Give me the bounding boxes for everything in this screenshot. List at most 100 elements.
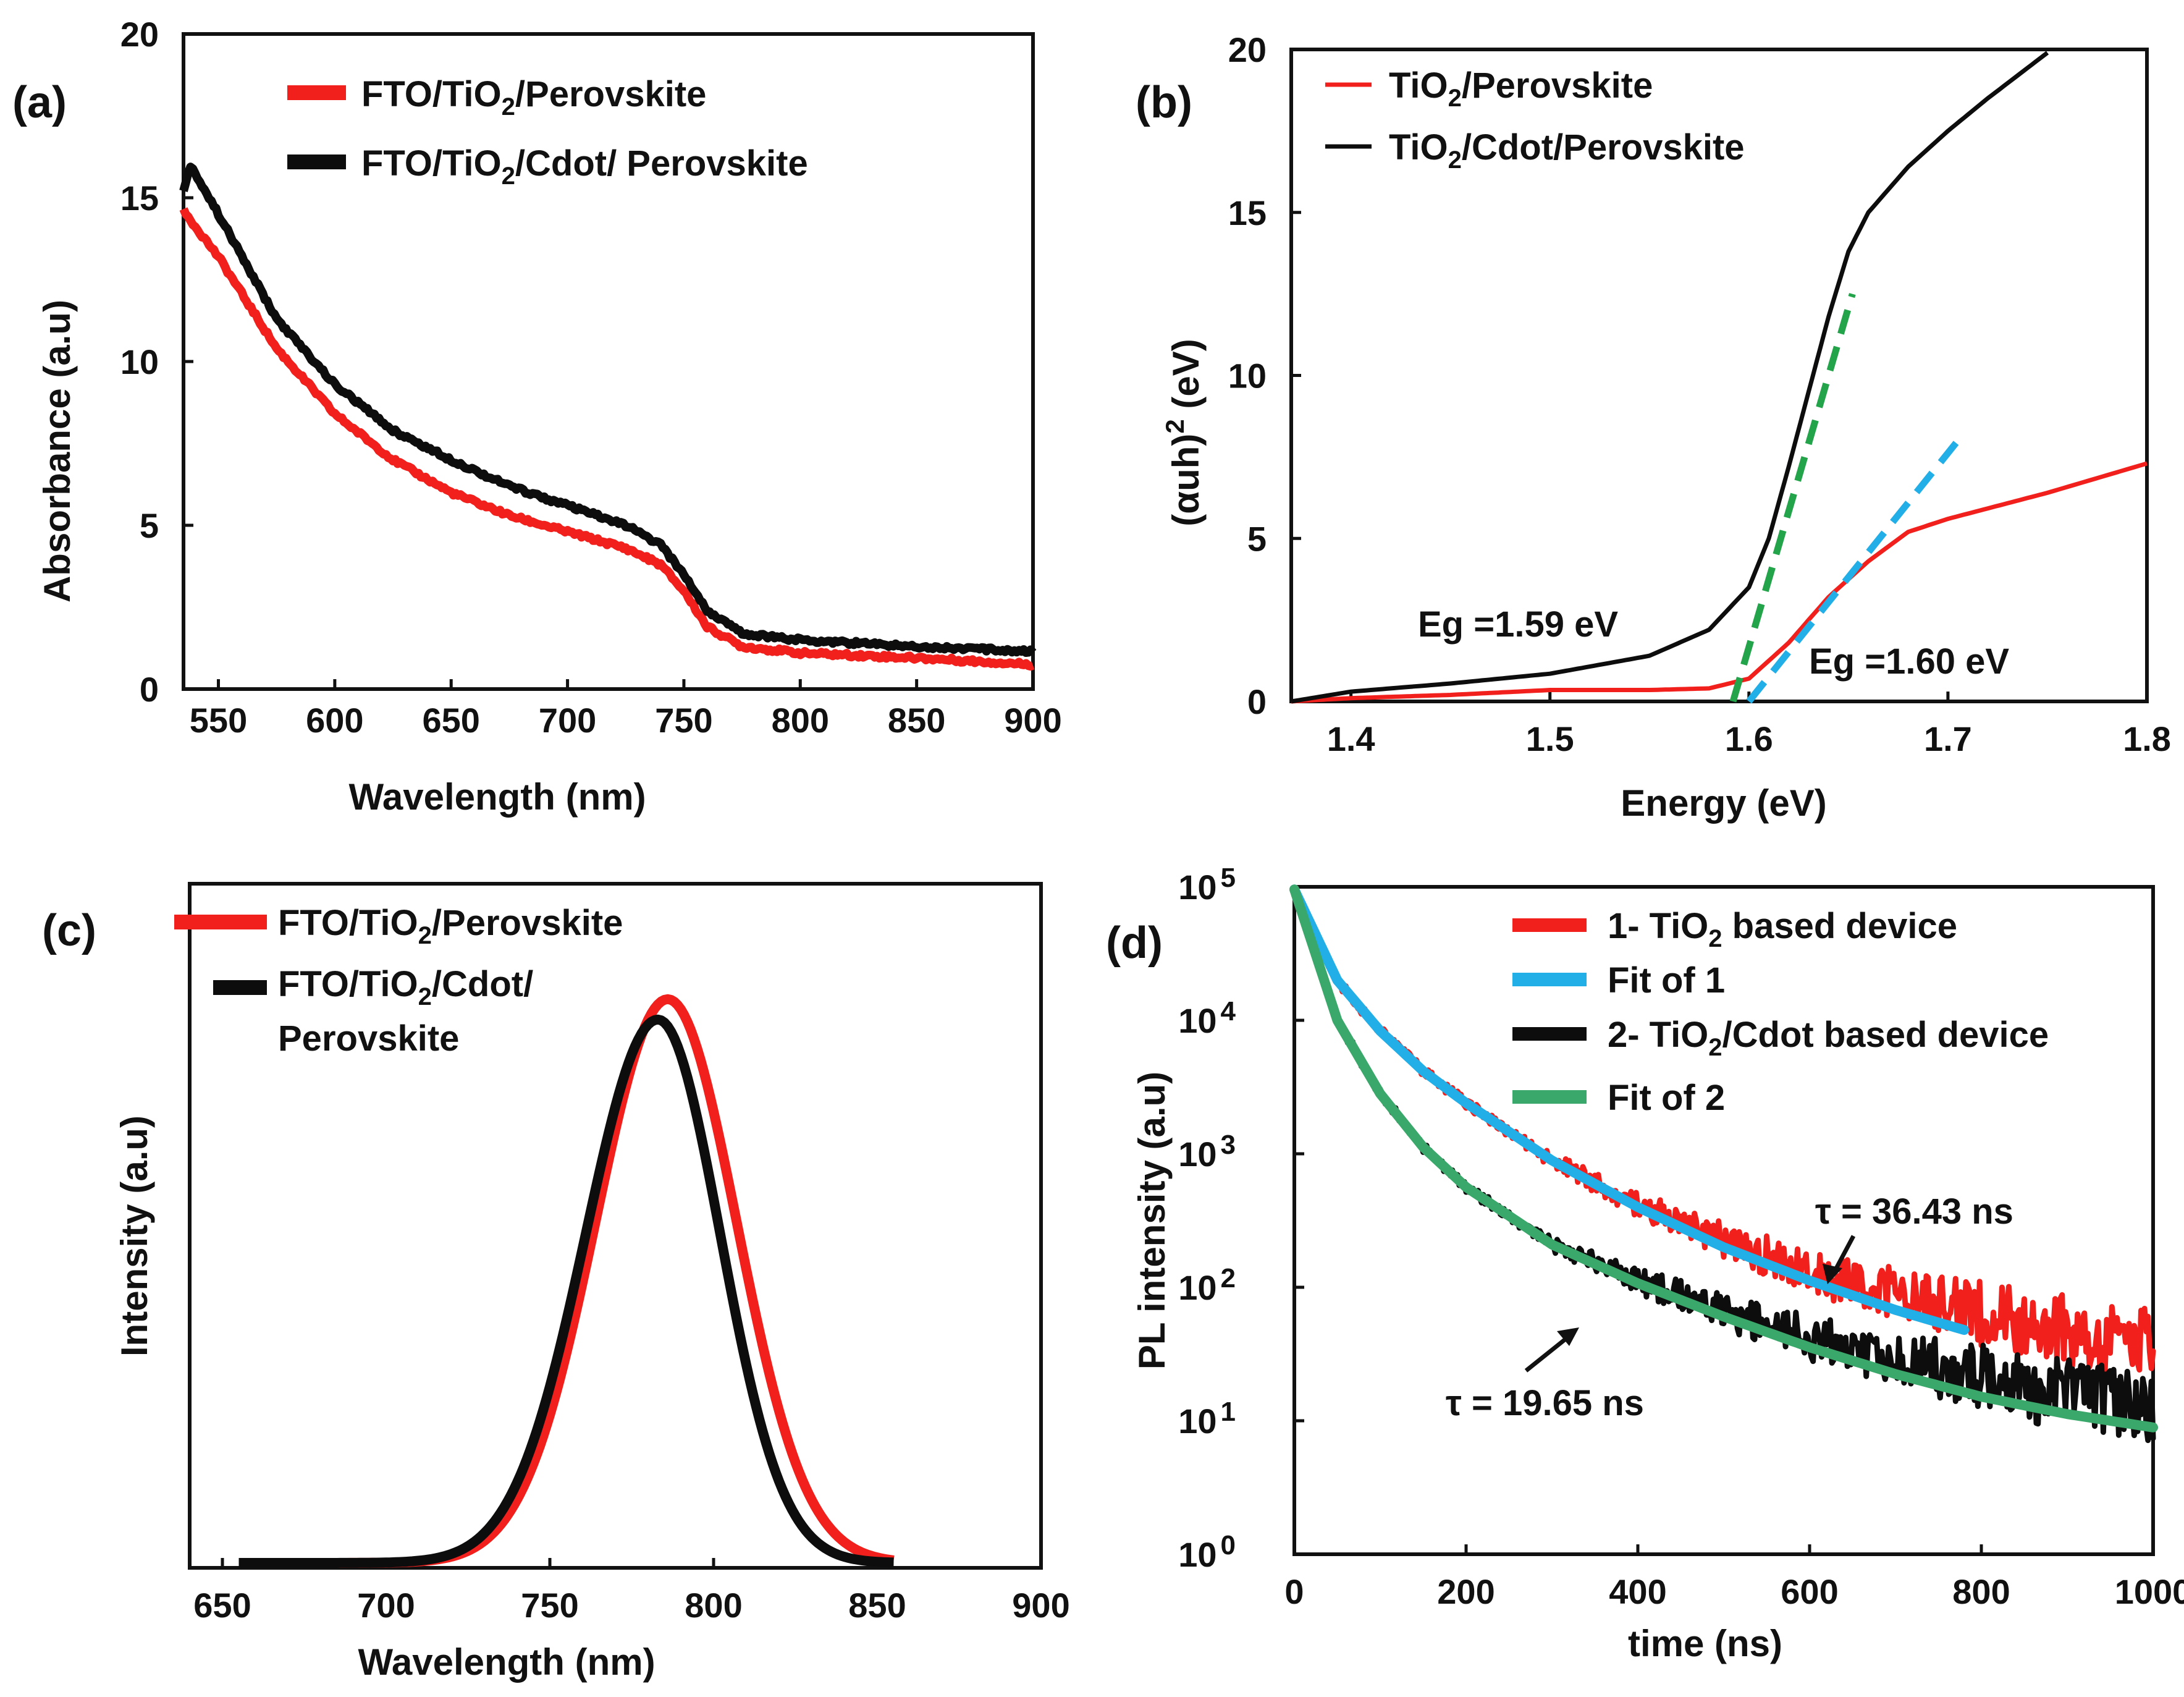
panel-c-ylabel: Intensity (a.u): [114, 1115, 155, 1356]
panel-c-legend-label-1: FTO/TiO2/Perovskite: [278, 903, 623, 949]
panel-b-series: [1291, 51, 2148, 704]
panel-a-xtick-label: 750: [655, 701, 712, 740]
panel-d-tau-arrowhead-1: [1823, 1264, 1842, 1284]
panel-b-ytick-label: 15: [1228, 193, 1267, 232]
panel-b-ytick-label: 10: [1228, 357, 1267, 396]
panel-d-label: (d): [1106, 918, 1163, 968]
panel-b-xtick-label: 1.8: [2123, 719, 2171, 758]
panel-a-series-line-1: [179, 207, 1035, 671]
panel-a-ytick-label: 20: [120, 15, 159, 54]
panel-c-series-line-2: [237, 1014, 896, 1568]
panel-c-xtick-label: 750: [521, 1586, 578, 1625]
panel-a-xtick-label: 800: [772, 701, 829, 740]
panel-d-ytick-label: 10 3: [1178, 1130, 1236, 1174]
panel-a-series: [179, 163, 1037, 671]
panel-a-legend-label-2: FTO/TiO2/Cdot/ Perovskite: [361, 143, 808, 190]
panel-b-ylabel: (αuh)2 (eV): [1160, 339, 1207, 527]
panel-c-xtick-label: 650: [193, 1586, 251, 1625]
panel-d-ylabel: PL intensity (a.u): [1131, 1072, 1173, 1369]
panel-a-xtick-label: 650: [423, 701, 480, 740]
panel-b-eg-annotation-1: Eg =1.59 eV: [1418, 604, 1618, 645]
panel-c-xtick-label: 900: [1012, 1586, 1069, 1625]
panel-d-ytick-label: 10 0: [1178, 1530, 1236, 1574]
panel-b-xtick-label: 1.5: [1526, 719, 1574, 758]
panel-b-fit-line-1: [1729, 293, 1856, 703]
panel-c-plot-frame: [188, 882, 1043, 1570]
panel-d-ytick-label: 10 2: [1178, 1263, 1236, 1307]
panel-d-xtick-label: 200: [1437, 1572, 1495, 1611]
panel-b-label: (b): [1136, 78, 1192, 127]
panel-c-legend-label-2-line2: Perovskite: [278, 1018, 459, 1059]
panel-b-ytick-label: 5: [1247, 519, 1267, 558]
panel-d-ytick-label: 10 5: [1178, 863, 1236, 907]
panel-d-legend-label-4: Fit of 2: [1608, 1078, 1725, 1118]
panel-d-xtick-label: 400: [1609, 1572, 1666, 1611]
panel-d-legend-label-1: 1- TiO2 based device: [1608, 906, 1957, 952]
panel-b-fit-line-2: [1746, 438, 1961, 704]
panel-d-legend-label-3: 2- TiO2/Cdot based device: [1608, 1015, 2049, 1061]
panel-d-tau-annotation-2: τ = 19.65 ns: [1446, 1383, 1644, 1423]
panel-a-ytick-label: 5: [140, 506, 159, 545]
panel-a-legend: FTO/TiO2/Perovskite FTO/TiO2/Cdot/ Perov…: [287, 74, 808, 190]
panel-a-label: (a): [12, 78, 67, 127]
panel-c-label: (c): [42, 906, 96, 955]
panel-d-tau-arrow-2: [1524, 1334, 1571, 1373]
panel-d-tau-arrowhead-2: [1557, 1327, 1579, 1346]
panel-d-tau-arrow-1: [1831, 1235, 1856, 1274]
panel-a-legend-label-1: FTO/TiO2/Perovskite: [361, 74, 706, 121]
panel-b-xtick-label: 1.7: [1924, 719, 1972, 758]
panel-a-xtick-label: 900: [1004, 701, 1061, 740]
panel-d-plot-frame: [1292, 885, 2155, 1556]
panel-b-eg-annotation-2: Eg =1.60 eV: [1809, 641, 2009, 682]
panel-a-ytick-label: 0: [140, 670, 159, 709]
panel-b-series-line-1: [1291, 461, 2148, 704]
panel-c-series-line-1: [237, 994, 896, 1568]
panel-b-ytick-label: 20: [1228, 30, 1267, 69]
panel-a-ylabel: Absorbance (a.u): [36, 300, 78, 603]
panel-a-xtick-label: 600: [306, 701, 363, 740]
panel-a-xtick-label: 850: [888, 701, 945, 740]
panel-a-xlabel: Wavelength (nm): [348, 776, 646, 818]
panel-d-series-line-4: [1289, 884, 2158, 1433]
panel-d-legend: 1- TiO2 based device Fit of 1 2- TiO2/Cd…: [1512, 906, 2049, 1118]
panel-a: (a) 550 600 650 700 750 800 850 900 0 5 10 15 20 Wav…: [12, 15, 1062, 818]
panel-d-ytick-label: 10 4: [1178, 996, 1236, 1040]
panel-c: (c) 650 700 750 800 850 900 Wavelength (nm) I…: [42, 882, 1070, 1683]
panel-d-xtick-label: 1000: [2115, 1572, 2184, 1611]
panel-b-xlabel: Energy (eV): [1621, 782, 1826, 824]
panel-d-ytick-label: 10 1: [1178, 1397, 1236, 1441]
panel-d-series-line-2: [1289, 884, 1970, 1335]
panel-c-legend: FTO/TiO2/Perovskite FTO/TiO2/Cdot/ Perov…: [174, 903, 623, 1059]
panel-b-ytick-label: 0: [1247, 682, 1267, 721]
panel-c-series: [237, 994, 896, 1568]
panel-d-xtick-label: 800: [1952, 1572, 2010, 1611]
panel-a-xtick-label: 550: [190, 701, 247, 740]
panel-d-tau-annotation-1: τ = 36.43 ns: [1815, 1191, 2013, 1232]
panel-a-ticks: 550 600 650 700 750 800 850 900 0 5 10 15 20: [120, 15, 1062, 740]
panel-a-series-line-2: [179, 163, 1037, 657]
panel-d-xtick-label: 600: [1781, 1572, 1838, 1611]
panel-d-xtick-label: 0: [1284, 1572, 1304, 1611]
panel-c-xtick-label: 700: [357, 1586, 415, 1625]
panel-b-series-line-2: [1291, 51, 2049, 704]
panel-c-xtick-label: 800: [685, 1586, 742, 1625]
panel-b-ticks: 1.4 1.5 1.6 1.7 1.8 0 5 10 15 20: [1228, 30, 2171, 758]
panel-d-legend-label-2: Fit of 1: [1608, 960, 1725, 1001]
panel-a-ytick-label: 10: [120, 342, 159, 381]
panel-b-legend-label-2: TiO2/Cdot/Perovskite: [1389, 127, 1745, 174]
panel-b-legend-label-1: TiO2/Perovskite: [1389, 66, 1653, 112]
panel-d-xlabel: time (ns): [1628, 1623, 1782, 1664]
panel-b-legend: TiO2/Perovskite TiO2/Cdot/Perovskite: [1325, 66, 1745, 174]
panel-a-ytick-label: 15: [120, 179, 159, 218]
panel-b-xtick-label: 1.4: [1327, 719, 1375, 758]
panel-c-legend-label-2: FTO/TiO2/Cdot/: [278, 964, 533, 1010]
panel-c-xtick-label: 850: [848, 1586, 906, 1625]
panel-a-xtick-label: 700: [539, 701, 596, 740]
panel-b-xtick-label: 1.6: [1725, 719, 1773, 758]
panel-c-xlabel: Wavelength (nm): [358, 1641, 655, 1683]
panel-d-series: [1289, 884, 2158, 1444]
